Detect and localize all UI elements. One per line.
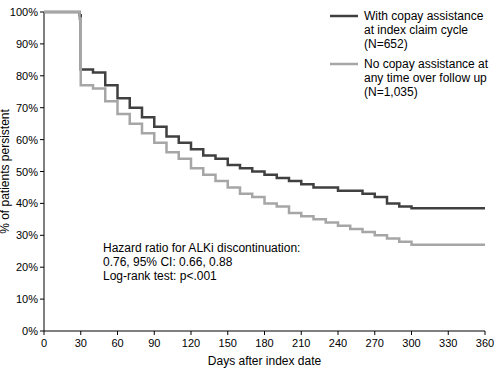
- legend-line: (N=1,035): [364, 85, 418, 99]
- x-tick-label: 180: [255, 337, 273, 349]
- y-tick-label: 10%: [16, 293, 38, 305]
- x-tick: [448, 331, 449, 335]
- y-tick-label: 0%: [22, 325, 38, 337]
- y-tick: [40, 12, 44, 13]
- y-tick: [40, 331, 44, 332]
- legend-line: With copay assistance: [364, 9, 484, 23]
- x-tick-label: 60: [111, 337, 123, 349]
- y-tick-label: 90%: [16, 38, 38, 50]
- y-axis-label: % of patients persistent: [0, 108, 12, 233]
- x-tick: [44, 331, 45, 335]
- chart: 0% 10% 20% 30% 40% 50% 60% 70% 80% 90% 100% 0 30 60 90…: [0, 0, 500, 375]
- legend-line: (N=652): [364, 37, 408, 51]
- y-tick: [40, 107, 44, 108]
- annotation: Log-rank test: p<.001: [103, 269, 217, 283]
- x-tick: [264, 331, 265, 335]
- y-tick: [40, 75, 44, 76]
- legend-line: No copay assistance at: [364, 57, 489, 71]
- legend: With copay assistanceat index claim cycl…: [330, 9, 489, 99]
- x-tick-label: 30: [75, 337, 87, 349]
- x-tick: [191, 331, 192, 335]
- y-tick-label: 70%: [16, 102, 38, 114]
- y-tick-label: 100%: [10, 6, 38, 18]
- x-tick-label: 240: [329, 337, 347, 349]
- x-tick: [338, 331, 339, 335]
- legend-label: With copay assistanceat index claim cycl…: [364, 9, 484, 51]
- series-line: [44, 12, 485, 208]
- legend-line: any time over follow up: [364, 71, 487, 85]
- y-tick-label: 80%: [16, 70, 38, 82]
- y-tick: [40, 43, 44, 44]
- y-tick: [40, 139, 44, 140]
- x-tick-label: 120: [182, 337, 200, 349]
- y-tick-label: 40%: [16, 197, 38, 209]
- y-tick-label: 50%: [16, 166, 38, 178]
- x-tick-label: 360: [476, 337, 494, 349]
- x-tick-label: 270: [366, 337, 384, 349]
- legend-key: [330, 15, 358, 18]
- y-tick-label: 60%: [16, 134, 38, 146]
- y-tick-label: 30%: [16, 229, 38, 241]
- x-tick-label: 90: [148, 337, 160, 349]
- x-tick-label: 330: [439, 337, 457, 349]
- x-tick-label: 0: [41, 337, 47, 349]
- x-tick: [485, 331, 486, 335]
- x-tick-label: 150: [219, 337, 237, 349]
- x-tick: [374, 331, 375, 335]
- x-axis-label: Days after index date: [208, 354, 322, 368]
- x-tick: [117, 331, 118, 335]
- legend-label: No copay assistance atany time over foll…: [364, 57, 489, 99]
- x-tick: [411, 331, 412, 335]
- y-tick: [40, 203, 44, 204]
- series-line: [44, 12, 485, 245]
- x-tick: [154, 331, 155, 335]
- x-tick: [227, 331, 228, 335]
- x-tick: [80, 331, 81, 335]
- legend-key: [330, 63, 358, 66]
- plot-area: [44, 12, 485, 245]
- y-tick: [40, 299, 44, 300]
- legend-line: at index claim cycle: [364, 23, 468, 37]
- x-tick-label: 210: [292, 337, 310, 349]
- y-tick: [40, 171, 44, 172]
- y-tick: [40, 235, 44, 236]
- y-tick-label: 20%: [16, 261, 38, 273]
- annotation: 0.76, 95% CI: 0.66, 0.88: [103, 255, 233, 269]
- x-tick: [301, 331, 302, 335]
- annotation: Hazard ratio for ALKi discontinuation:: [103, 241, 300, 255]
- x-tick-label: 300: [402, 337, 420, 349]
- y-tick: [40, 267, 44, 268]
